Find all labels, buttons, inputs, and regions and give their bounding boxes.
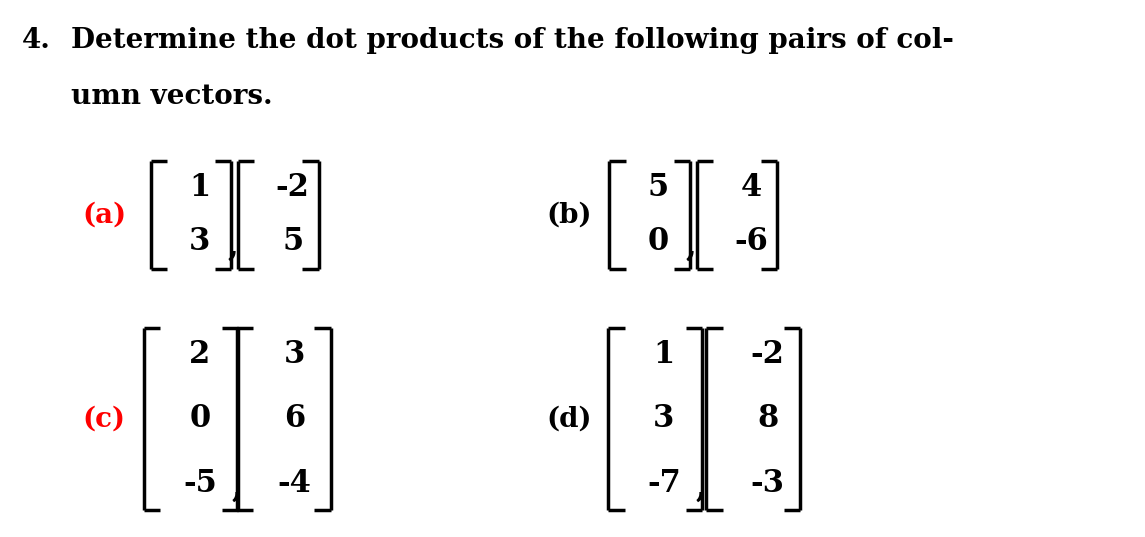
Text: Determine the dot products of the following pairs of col-: Determine the dot products of the follow… (71, 27, 954, 54)
Text: (a): (a) (82, 201, 126, 228)
Text: -2: -2 (276, 172, 309, 204)
Text: 2: 2 (189, 339, 211, 370)
Text: (c): (c) (82, 405, 125, 432)
Text: -6: -6 (734, 226, 768, 257)
Text: umn vectors.: umn vectors. (71, 83, 273, 110)
Text: ,: , (696, 473, 706, 504)
Text: (d): (d) (546, 405, 592, 432)
Text: 1: 1 (189, 172, 211, 204)
Text: -3: -3 (751, 468, 784, 499)
Text: -4: -4 (278, 468, 311, 499)
Text: 0: 0 (648, 226, 669, 257)
Text: 3: 3 (284, 339, 306, 370)
Text: (b): (b) (546, 201, 592, 228)
Text: 0: 0 (189, 403, 211, 434)
Text: ,: , (227, 231, 238, 263)
Text: 5: 5 (282, 226, 303, 257)
Text: 3: 3 (189, 226, 211, 257)
Text: 5: 5 (648, 172, 669, 204)
Text: ,: , (231, 473, 243, 504)
Text: 4: 4 (741, 172, 761, 204)
Text: ,: , (686, 231, 696, 263)
Text: 4.: 4. (22, 27, 50, 54)
Text: 8: 8 (757, 403, 779, 434)
Text: 6: 6 (284, 403, 306, 434)
Text: -5: -5 (183, 468, 216, 499)
Text: 3: 3 (653, 403, 674, 434)
Text: 1: 1 (654, 339, 674, 370)
Text: -7: -7 (647, 468, 680, 499)
Text: -2: -2 (751, 339, 784, 370)
